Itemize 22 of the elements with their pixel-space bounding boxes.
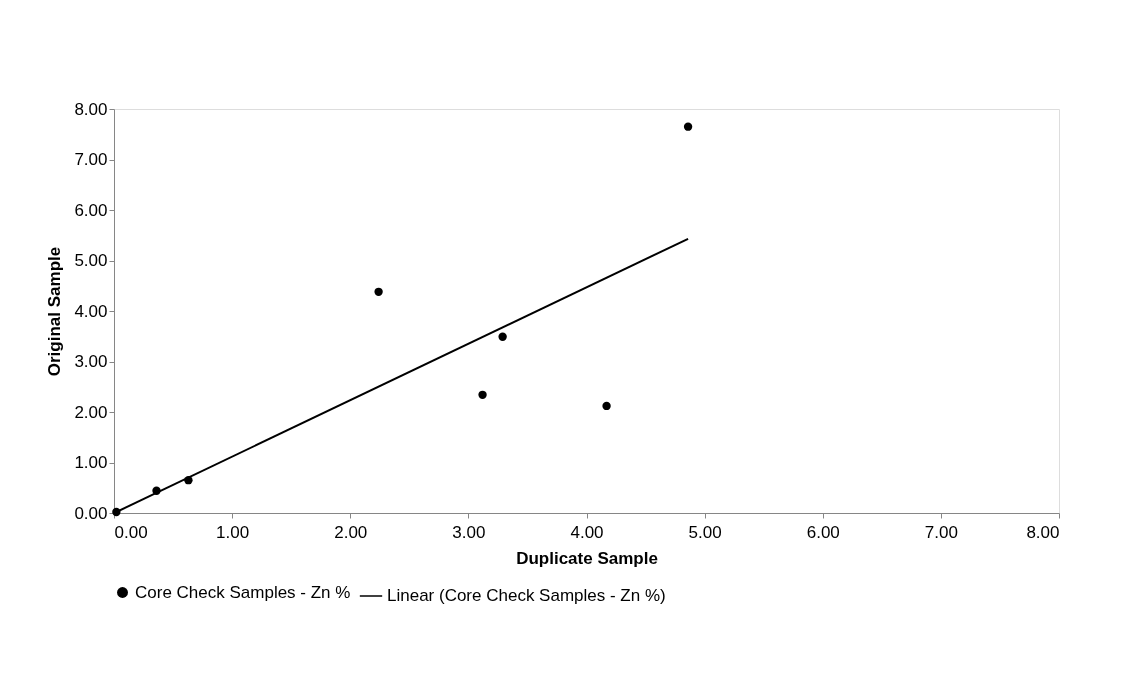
y-tick-label: 5.00 <box>74 251 108 270</box>
x-tick-label: 6.00 <box>806 522 840 542</box>
x-tick-label: 3.00 <box>452 522 486 542</box>
x-tick-label: 4.00 <box>570 522 604 542</box>
y-tick-label: 7.00 <box>74 150 108 169</box>
x-tick-label: 8.00 <box>1026 522 1060 542</box>
y-tick-label: 1.00 <box>74 453 108 472</box>
y-tick-label: 2.00 <box>74 402 108 422</box>
legend-label: Linear (Core Check Samples - Zn %) <box>387 586 666 605</box>
x-tick-label: 2.00 <box>334 522 368 542</box>
x-tick-label: 7.00 <box>924 522 958 542</box>
x-tick-label: 0.00 <box>114 522 148 542</box>
y-tick-label: 6.00 <box>74 200 108 220</box>
y-tick-label: 4.00 <box>74 301 108 321</box>
y-tick-label: 0.00 <box>74 503 108 523</box>
y-axis-title: Original Sample <box>45 246 65 377</box>
x-tick-label: 5.00 <box>688 522 722 542</box>
x-axis-title: Duplicate Sample <box>516 548 658 568</box>
y-tick-label: 3.00 <box>74 352 108 371</box>
legend-label: Core Check Samples - Zn % <box>135 582 351 602</box>
x-tick-label: 1.00 <box>216 522 250 542</box>
y-tick-label: 8.00 <box>74 99 108 119</box>
